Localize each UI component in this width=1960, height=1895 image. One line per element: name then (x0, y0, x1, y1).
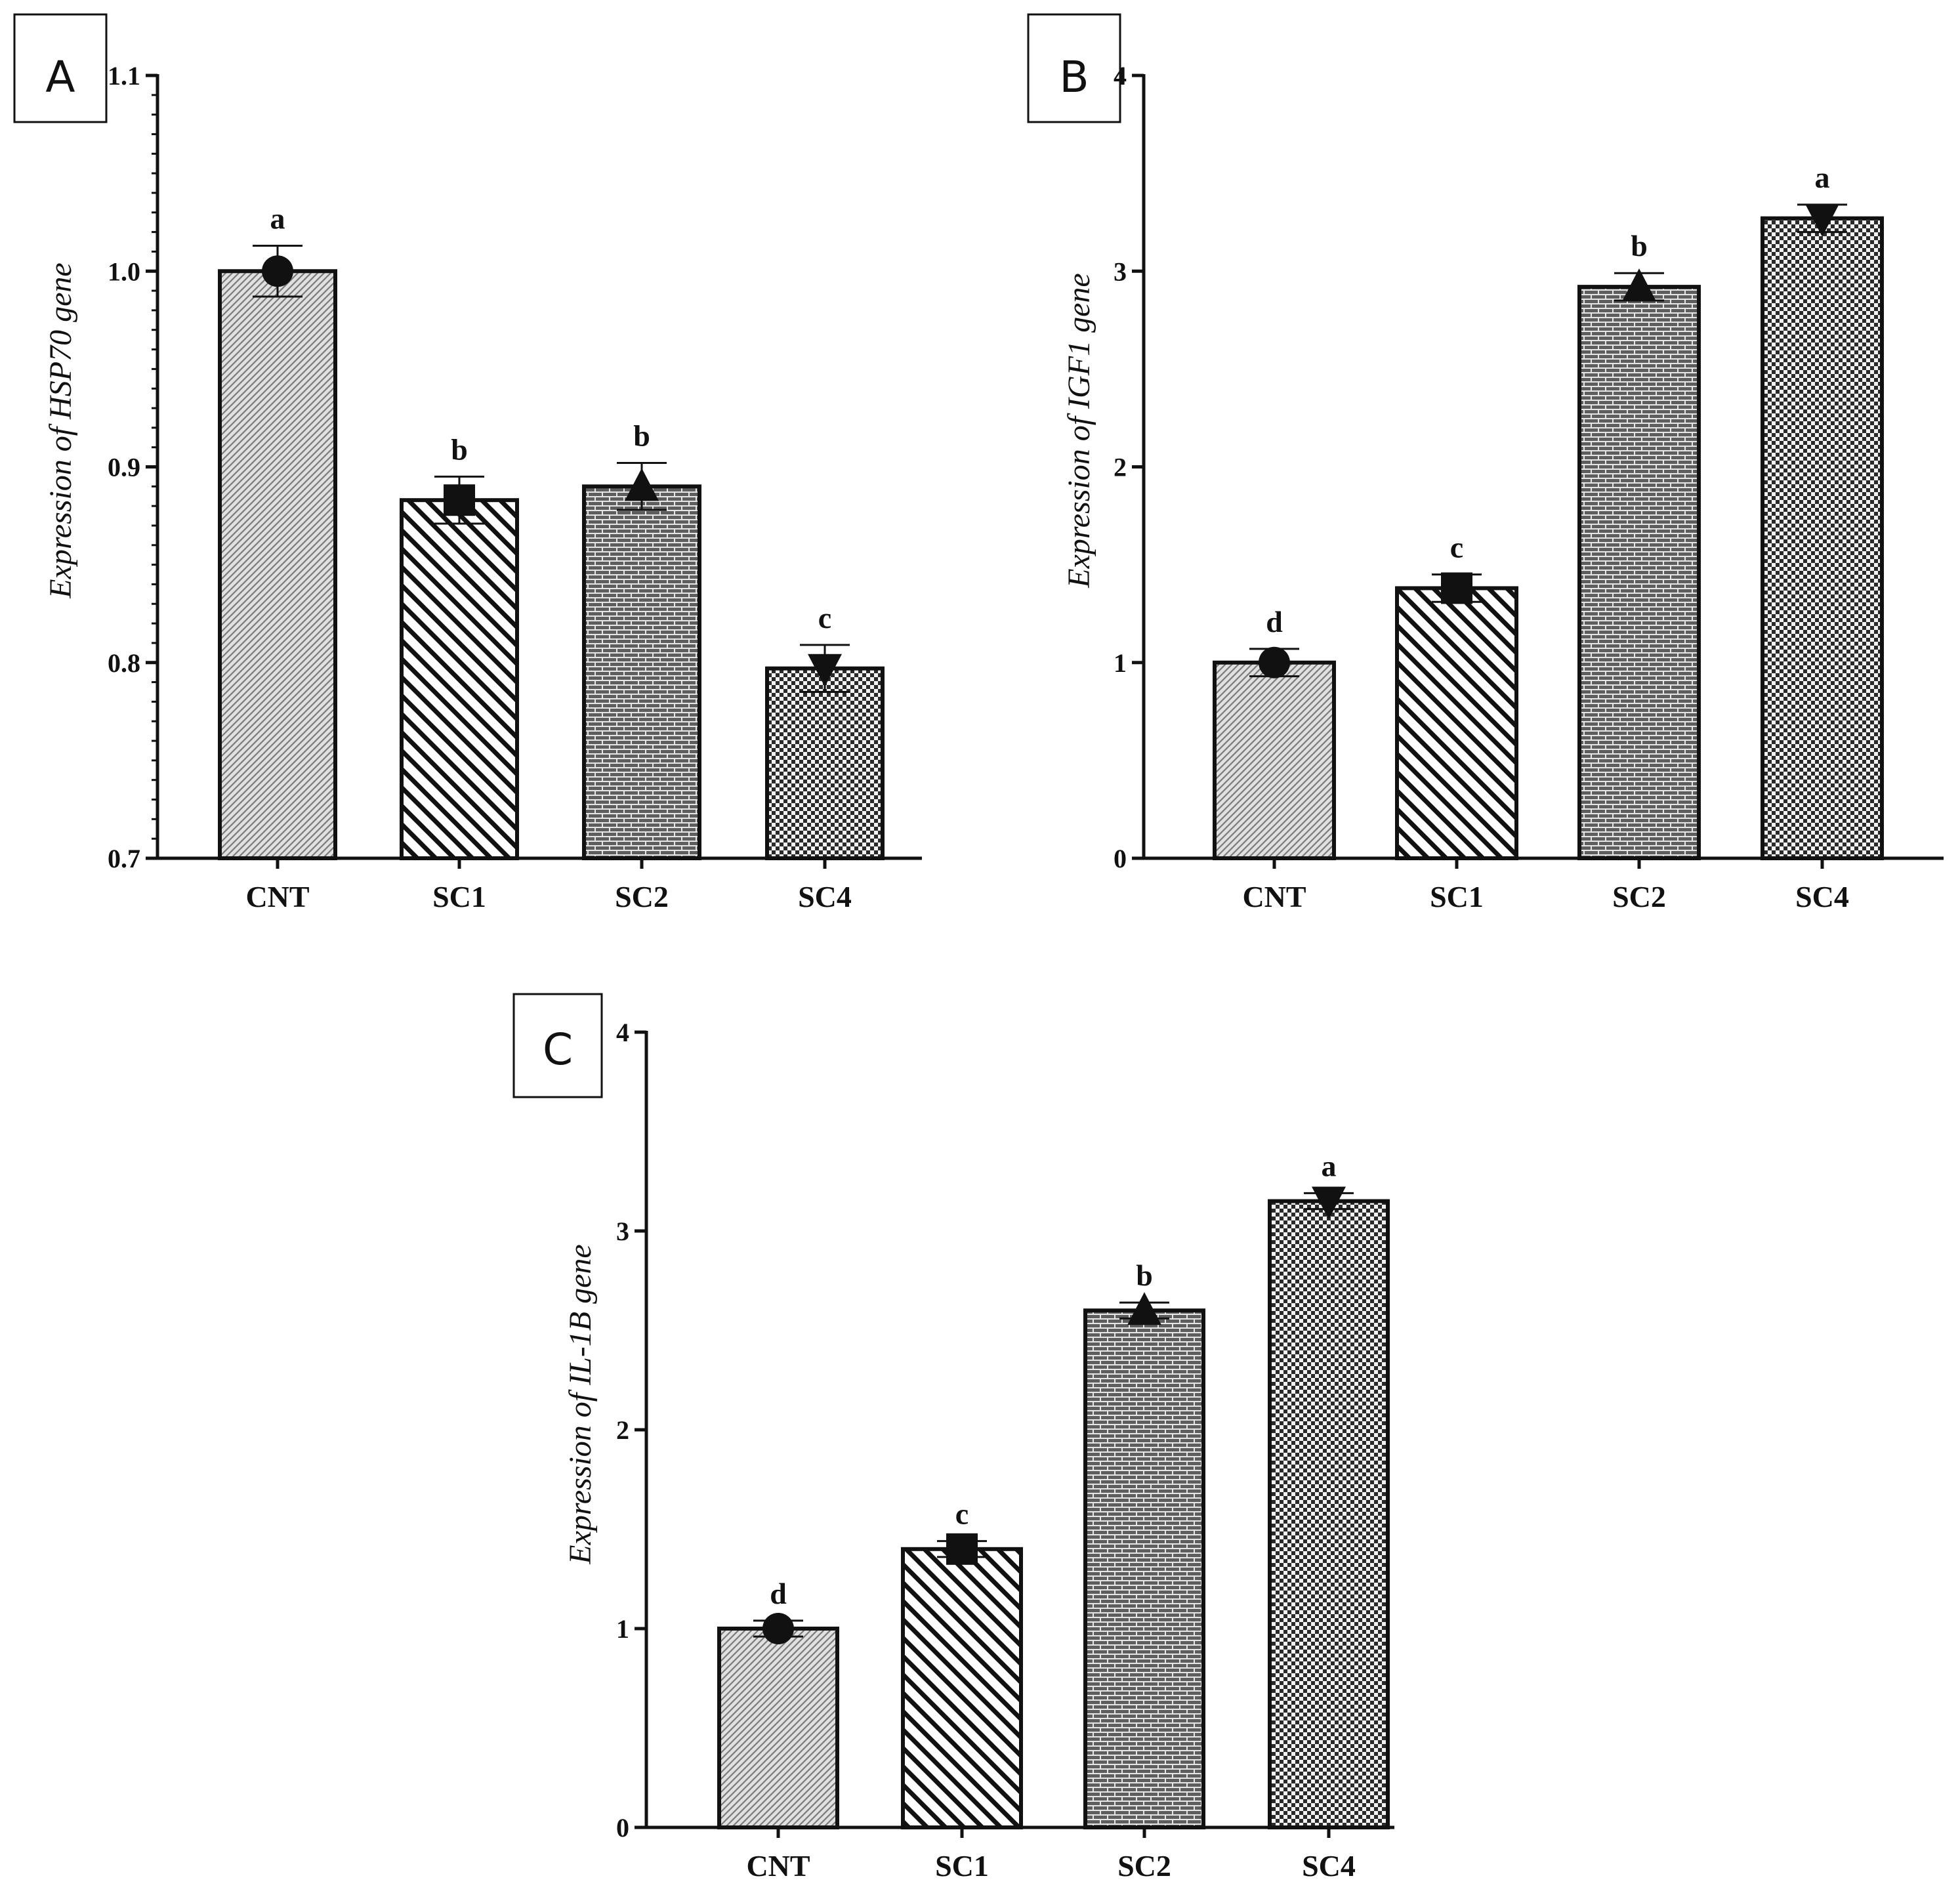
y-tick-label: 4 (616, 1018, 629, 1047)
significance-letter: b (451, 432, 468, 466)
significance-letter: b (1136, 1259, 1153, 1292)
bar-sc2 (1083, 1308, 1205, 1829)
panel-letter: C (543, 1024, 573, 1075)
triangle-up-marker (1127, 1292, 1161, 1325)
x-category-label: SC4 (1795, 880, 1849, 913)
x-category-label: CNT (1242, 880, 1306, 913)
y-tick-label: 3 (1114, 257, 1127, 286)
y-tick-label: 0 (1114, 844, 1127, 873)
y-tick-label: 2 (1114, 453, 1127, 482)
y-tick-label: 0 (616, 1813, 629, 1843)
panel-b: B Expression of IGF1 gene 0 1 2 3 4 d CNT c SC1 b… (1027, 13, 1944, 913)
panel-label-box (13, 13, 108, 123)
significance-letter: d (1266, 605, 1283, 638)
panel-c: C Expression of IL-1B gene 0 1 2 3 4 d CNT c SC1… (512, 993, 1394, 1883)
plot-area: 0 1 2 3 4 d CNT c SC1 b SC2 a SC4 (1114, 61, 1944, 913)
y-tick-label: 0.7 (108, 844, 140, 873)
y-axis-title: Expression of IL-1B gene (563, 1244, 598, 1564)
circle-marker (262, 255, 293, 287)
significance-letter: a (1815, 161, 1830, 194)
x-category-label: CNT (746, 1849, 810, 1883)
x-category-label: SC2 (615, 880, 669, 913)
bar-sc4 (1761, 216, 1884, 861)
y-tick-label: 1 (1114, 648, 1127, 678)
square-marker (946, 1533, 978, 1565)
bar-sc1 (400, 498, 519, 860)
x-category-label: CNT (245, 880, 309, 913)
panel-letter: A (45, 52, 75, 102)
bar-sc4 (1268, 1199, 1390, 1830)
bar-cnt (717, 1627, 839, 1829)
y-tick-label: 1 (616, 1614, 629, 1644)
x-category-label: SC1 (432, 880, 486, 913)
circle-marker (762, 1613, 794, 1644)
plot-area: 0.7 0.8 0.9 1.0 1.1 a CNT b SC1 b SC2 c SC4 (108, 61, 922, 913)
y-tick-label: 0.9 (108, 453, 140, 482)
panel-label-box (512, 993, 603, 1098)
x-category-label: SC1 (1430, 880, 1484, 913)
significance-letter: c (1450, 531, 1463, 564)
x-category-label: SC4 (1302, 1849, 1356, 1883)
y-tick-label: 1.1 (108, 61, 140, 91)
x-category-label: SC2 (1117, 1849, 1171, 1883)
bar-sc1 (1395, 586, 1518, 860)
y-axis-title: Expression of HSP70 gene (43, 262, 78, 598)
square-marker (1441, 572, 1472, 604)
panel-a: A Expression of HSP70 gene 0.7 0.8 0.9 1.0 1… (13, 13, 922, 913)
significance-letter: b (633, 419, 650, 453)
panel-label-box (1027, 13, 1121, 123)
square-marker (444, 484, 475, 516)
y-axis-title: Expression of IGF1 gene (1062, 273, 1096, 588)
significance-letter: c (955, 1497, 969, 1531)
x-category-label: SC1 (935, 1849, 989, 1883)
bar-sc2 (582, 484, 701, 860)
triangle-down-marker (1805, 203, 1839, 237)
bar-cnt (1213, 660, 1336, 860)
significance-letter: a (1322, 1149, 1337, 1182)
bar-sc2 (1577, 285, 1701, 860)
significance-letter: a (270, 201, 285, 235)
y-tick-label: 1.0 (108, 257, 140, 286)
bar-sc1 (901, 1547, 1023, 1830)
bar-cnt (218, 269, 337, 860)
bar-sc4 (765, 666, 885, 860)
significance-letter: c (818, 601, 831, 635)
y-tick-label: 3 (616, 1217, 629, 1246)
triangle-down-marker (1312, 1186, 1346, 1220)
y-tick-label: 0.8 (108, 648, 140, 678)
significance-letter: d (770, 1577, 787, 1610)
x-category-label: SC4 (798, 880, 852, 913)
circle-marker (1259, 646, 1290, 678)
triangle-up-marker (625, 468, 659, 501)
y-tick-label: 2 (616, 1415, 629, 1445)
plot-area: 0 1 2 3 4 d CNT c SC1 b SC2 a SC4 (616, 1018, 1394, 1883)
triangle-up-marker (1622, 268, 1656, 302)
x-category-label: SC2 (1612, 880, 1666, 913)
panel-letter: B (1059, 52, 1089, 102)
triangle-down-marker (808, 654, 842, 687)
significance-letter: b (1631, 229, 1648, 262)
y-tick-label: 4 (1114, 61, 1127, 91)
